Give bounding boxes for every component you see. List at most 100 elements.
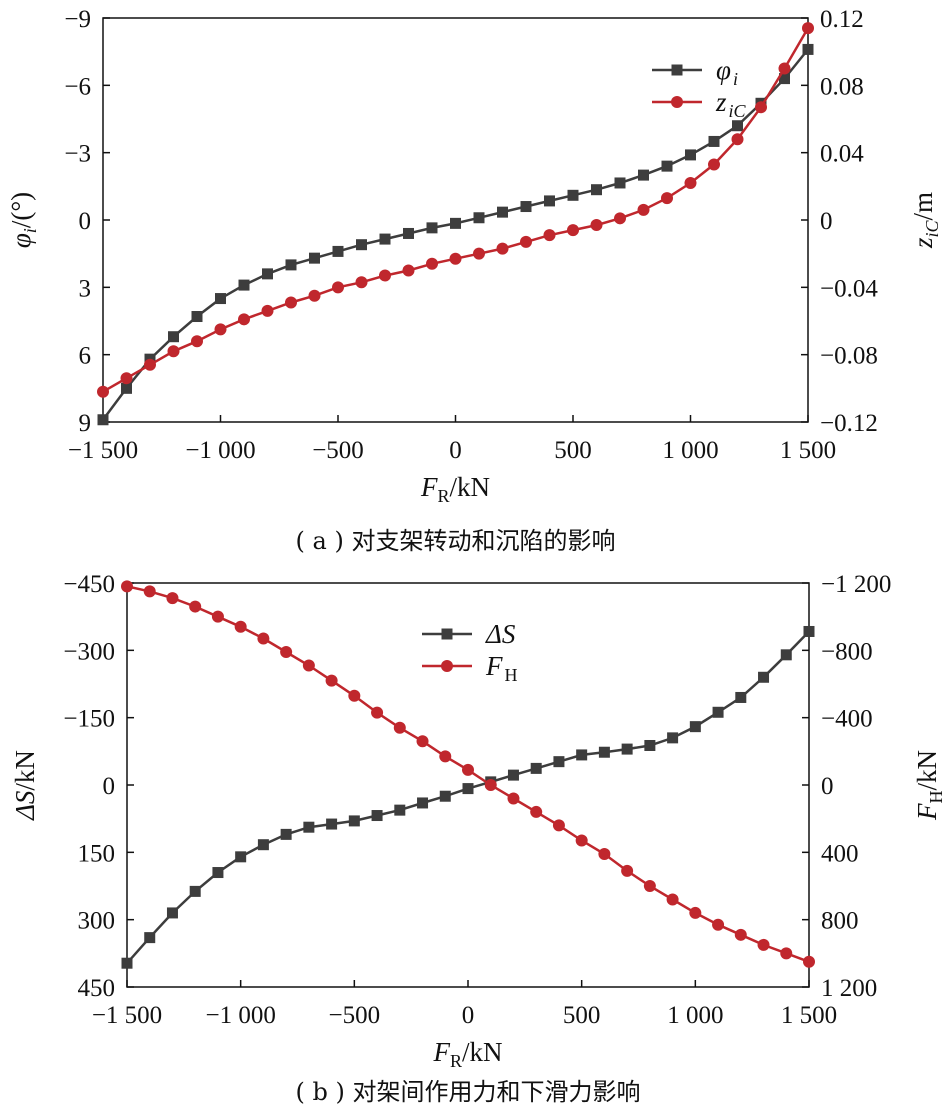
data-point-square [661, 160, 673, 172]
data-point-circle [708, 158, 720, 171]
data-point-circle [666, 893, 679, 906]
data-point-circle [426, 257, 438, 270]
data-point-circle [166, 592, 179, 605]
x-tick-label: 0 [462, 1002, 475, 1029]
series-line-2 [102, 27, 810, 393]
data-point-circle [484, 779, 497, 791]
data-point-square [544, 195, 555, 207]
x-tick-label: −1 000 [185, 437, 255, 464]
data-point-circle [780, 947, 793, 960]
data-point-circle [598, 848, 611, 861]
y-left-tick-label: 3 [79, 275, 92, 302]
data-point-circle [257, 632, 270, 645]
chart-b: −1 500 −1 000 −500 0 500 1 000 1 500 450 300 150 0… [63, 571, 891, 1106]
data-point-circle [371, 706, 384, 719]
legend-label: z iC [715, 87, 747, 121]
y-right-tick-label: 0 [821, 773, 834, 800]
data-point-square [621, 743, 633, 755]
data-point-square [450, 217, 461, 229]
x-tick-label: −1 000 [205, 1002, 275, 1029]
data-point-circle [530, 805, 543, 818]
data-point-circle [416, 735, 429, 748]
data-point-circle [302, 659, 315, 672]
y-right-tick-label: 400 [821, 840, 859, 867]
y-left-tick-label: −300 [63, 638, 115, 665]
data-point-square [473, 212, 485, 224]
series-line-1 [101, 48, 809, 421]
y-right-tick-label: −0.04 [820, 275, 878, 302]
y-right-tick-label: 0.04 [820, 141, 864, 168]
x-axis-label: FR/kN [420, 472, 490, 506]
data-point-square [303, 821, 315, 833]
y-right-tick-label: −400 [821, 706, 873, 733]
data-point-circle [575, 834, 588, 847]
y-left-axis-label: ΔS/kN [10, 750, 40, 821]
y-right-tick-label: −0.08 [820, 343, 878, 370]
data-point-square [212, 867, 224, 879]
y-left-tick-label: 300 [78, 908, 116, 935]
x-tick-label: 1 500 [780, 437, 836, 464]
data-point-square [439, 790, 451, 802]
data-point-circle [567, 224, 579, 237]
data-point-circle [355, 276, 368, 289]
data-point-square [189, 885, 201, 897]
data-point-square [779, 73, 790, 85]
data-point-square [356, 239, 367, 251]
y-left-tick-label: 450 [78, 975, 116, 1002]
y-right-tick-label: −1 200 [821, 571, 891, 598]
data-point-circle [325, 674, 338, 687]
data-point-square [348, 815, 360, 827]
data-point-square [235, 851, 247, 863]
data-point-square [379, 233, 391, 245]
data-point-circle [120, 372, 133, 385]
data-point-circle [261, 304, 274, 317]
data-point-circle [543, 229, 556, 242]
data-point-square [530, 762, 542, 774]
data-point-circle [462, 763, 474, 776]
y-left-tick-label: −450 [63, 571, 115, 598]
chart-caption: ( b ) 对架间作用力和下滑力影响 [296, 1078, 641, 1106]
data-point-square [638, 169, 649, 181]
data-point-square [280, 828, 292, 840]
y-right-tick-label: −0.12 [820, 410, 878, 437]
data-point-circle [520, 235, 532, 248]
data-point-circle [308, 289, 321, 302]
data-point-circle [144, 358, 156, 371]
y-left-axis-label: φi/(°) [6, 192, 40, 248]
data-point-circle [121, 580, 133, 593]
data-point-square [462, 783, 474, 795]
data-point-circle [684, 176, 697, 189]
data-point-square [553, 756, 565, 768]
data-point-circle [473, 247, 485, 260]
y-left-tick-label: 0 [103, 773, 116, 800]
data-point-square [507, 769, 519, 781]
data-point-square [803, 625, 815, 637]
data-point-circle [393, 721, 406, 734]
data-point-circle [238, 313, 250, 326]
legend-label: ΔS [485, 619, 516, 649]
data-point-square [166, 907, 178, 919]
data-point-square [591, 184, 602, 196]
data-point-circle [755, 101, 767, 114]
y-left-tick-label: 6 [79, 343, 92, 370]
y-right-tick-label: 0.08 [820, 73, 864, 100]
data-point-circle [348, 689, 361, 702]
data-point-square [121, 382, 132, 394]
data-point-circle [552, 819, 565, 832]
data-point-square [191, 311, 203, 323]
data-point-square [758, 671, 770, 683]
data-point-circle [97, 385, 109, 398]
data-point-circle [167, 345, 180, 358]
data-point-square [520, 201, 532, 213]
data-point-square [97, 414, 109, 426]
data-point-circle [712, 918, 725, 931]
data-point-circle [757, 938, 770, 951]
data-point-square [598, 746, 610, 758]
data-point-circle [496, 242, 509, 255]
x-tick-label: 500 [563, 1002, 601, 1029]
data-point-circle [189, 600, 202, 613]
x-tick-label: −500 [329, 1002, 381, 1029]
data-point-circle [332, 281, 344, 294]
